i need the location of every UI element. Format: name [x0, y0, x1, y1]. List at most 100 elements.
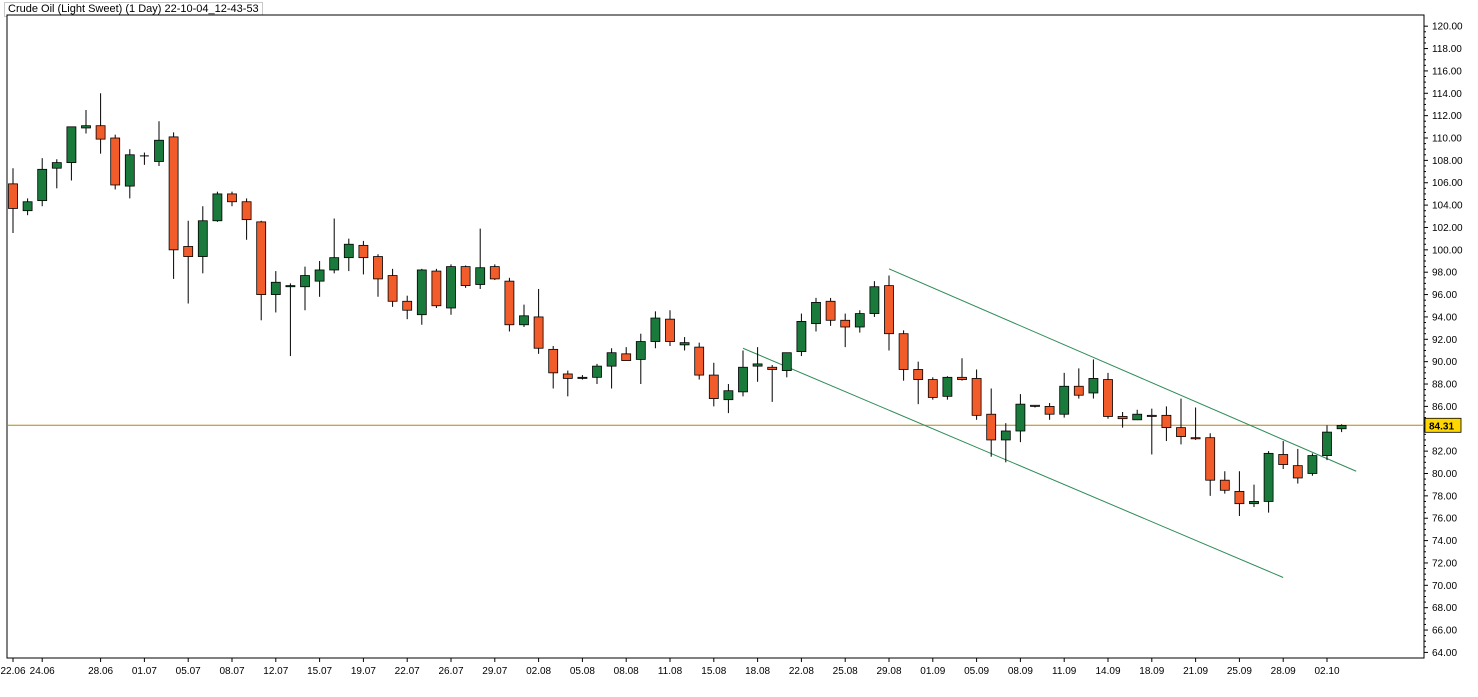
y-tick-label: 102.00 [1432, 223, 1463, 234]
x-tick-label: 26.07 [438, 666, 463, 677]
x-tick-label: 01.07 [132, 666, 157, 677]
candle-body [884, 285, 894, 335]
candle-body [1000, 430, 1011, 441]
candle-body [1117, 416, 1128, 420]
channel-trendline [888, 268, 1357, 472]
candle-body [197, 220, 208, 257]
x-tick-label: 12.07 [263, 666, 288, 677]
candle-body [212, 193, 223, 222]
x-tick-label: 29.07 [482, 666, 507, 677]
candle-body [227, 193, 237, 203]
candle-body [22, 201, 33, 212]
y-tick-label: 108.00 [1432, 156, 1463, 167]
candle-body [66, 126, 77, 164]
candle-body [1044, 405, 1055, 415]
candle-body [767, 366, 778, 370]
x-tick-label: 24.06 [30, 666, 55, 677]
y-tick-label: 88.00 [1432, 380, 1457, 391]
y-tick-label: 106.00 [1432, 178, 1463, 189]
candle-body [708, 374, 719, 399]
x-tick-label: 19.07 [351, 666, 376, 677]
x-tick-label: 28.09 [1271, 666, 1296, 677]
candle-body [548, 348, 559, 374]
candle-body [489, 266, 500, 280]
x-tick-label: 11.08 [658, 666, 683, 677]
candle-body [1030, 404, 1040, 407]
candle-body [504, 280, 515, 326]
candle-body [270, 281, 281, 295]
x-tick-label: 08.08 [614, 666, 639, 677]
channel-trendline [742, 347, 1284, 578]
candle-body [869, 286, 880, 314]
y-tick-label: 90.00 [1432, 357, 1457, 368]
candle-body [1132, 413, 1143, 421]
candle-body [1161, 414, 1172, 429]
candle-body [986, 413, 997, 441]
candle-body [387, 275, 398, 302]
x-tick-label: 15.08 [701, 666, 726, 677]
candle-body [343, 243, 354, 259]
candle-body [679, 342, 690, 346]
candle-body [606, 352, 617, 367]
candle-body [1234, 490, 1245, 505]
plot-area [6, 14, 1425, 659]
candle-body [650, 317, 661, 342]
x-tick-label: 28.06 [88, 666, 113, 677]
candle-body [314, 269, 325, 282]
y-tick-label: 120.00 [1432, 22, 1463, 33]
candle-body [256, 221, 267, 295]
candle-body [475, 267, 486, 285]
candle-body [300, 275, 310, 288]
y-tick-label: 94.00 [1432, 312, 1457, 323]
candle-body [562, 373, 573, 379]
x-tick-label: 25.09 [1227, 666, 1252, 677]
last-price-label: 84.31 [1429, 421, 1454, 432]
y-tick-label: 104.00 [1432, 201, 1463, 212]
candle-body [577, 376, 588, 379]
candle-body [431, 270, 442, 307]
x-tick-label: 25.08 [833, 666, 858, 677]
y-tick-label: 68.00 [1432, 603, 1457, 614]
candle-body [1059, 385, 1070, 415]
candle-body [168, 136, 179, 251]
candle-body [738, 366, 748, 393]
candle-body [796, 321, 807, 352]
candle-body [285, 285, 296, 288]
y-tick-label: 66.00 [1432, 626, 1457, 637]
x-tick-label: 18.09 [1139, 666, 1164, 677]
y-tick-label: 112.00 [1432, 111, 1462, 122]
y-tick-label: 76.00 [1432, 514, 1457, 525]
candle-body [1307, 455, 1318, 474]
candle-body [460, 266, 471, 287]
x-tick-label: 21.09 [1183, 666, 1208, 677]
x-tick-label: 05.07 [176, 666, 201, 677]
candle-body [1278, 454, 1289, 465]
candle-body [446, 266, 456, 309]
x-tick-label: 05.08 [570, 666, 595, 677]
candle-body [124, 154, 135, 187]
y-tick-label: 78.00 [1432, 491, 1457, 502]
x-tick-label: 01.09 [920, 666, 945, 677]
x-tick-label: 08.07 [219, 666, 244, 677]
candle-body [95, 125, 106, 140]
candle-body [840, 319, 851, 328]
candle-body [241, 201, 252, 221]
x-tick-label: 22.06 [0, 666, 25, 677]
candle-body [1336, 425, 1347, 430]
y-tick-label: 80.00 [1432, 469, 1457, 480]
candle-body [1015, 403, 1026, 432]
candle-body [329, 257, 340, 271]
candle-body [1249, 501, 1259, 505]
y-tick-label: 114.00 [1432, 89, 1462, 100]
candle-body [1263, 452, 1274, 502]
y-tick-label: 72.00 [1432, 558, 1457, 569]
candle-body [1146, 414, 1157, 417]
candle-body [811, 301, 821, 325]
candle-body [854, 313, 865, 328]
candle-body [37, 168, 48, 202]
candle-body [373, 256, 383, 280]
candle-body [927, 379, 938, 398]
candle-body [519, 315, 529, 326]
x-tick-label: 05.09 [964, 666, 989, 677]
